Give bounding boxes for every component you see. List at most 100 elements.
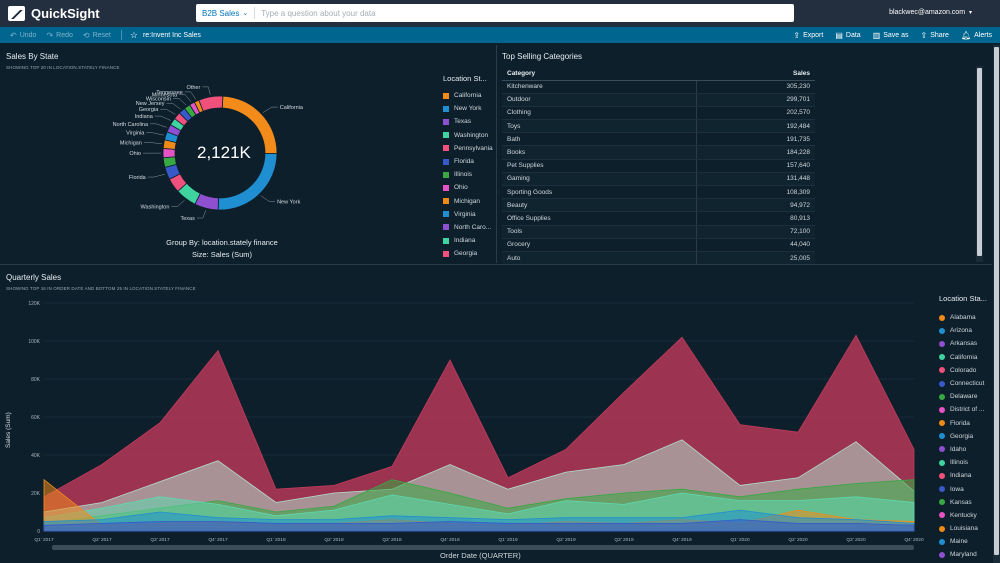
- legend-item[interactable]: Virginia: [443, 208, 493, 221]
- quarterly-sales-area-chart[interactable]: 0 20K 40K 60K 80K 100K 120K Q1' 2017 Q2' 2017 Q3'…: [0, 295, 930, 563]
- table-row[interactable]: Kitchenware 305,230: [502, 80, 815, 94]
- star-icon[interactable]: ☆: [129, 29, 138, 40]
- table-row[interactable]: Books 184,228: [502, 145, 815, 160]
- quarterly-legend-title: Location Sta...: [939, 294, 987, 303]
- sales-cell: 72,100: [696, 225, 815, 239]
- sales-by-state-donut-chart[interactable]: California New York Texas Washington Florida…: [100, 80, 440, 230]
- legend-item[interactable]: Florida: [939, 417, 984, 430]
- save-icon: ▥: [872, 30, 881, 40]
- page-scrollbar[interactable]: [993, 45, 1000, 563]
- share-icon: ⇧: [920, 30, 928, 40]
- legend-item[interactable]: Pennsylvania: [443, 142, 493, 155]
- legend-item[interactable]: Connecticut: [939, 377, 984, 390]
- legend-swatch: [939, 354, 945, 361]
- donut-slice-label: California: [280, 105, 304, 111]
- legend-item[interactable]: Florida: [443, 155, 493, 168]
- column-header-category[interactable]: Category: [502, 67, 697, 81]
- legend-item[interactable]: Georgia: [443, 247, 493, 260]
- legend-label: Iowa: [950, 485, 964, 493]
- table-row[interactable]: Bath 191,735: [502, 132, 815, 147]
- legend-item[interactable]: Ohio: [443, 181, 493, 194]
- x-axis-scrollbar[interactable]: [52, 545, 914, 550]
- legend-item[interactable]: Indiana: [443, 234, 493, 247]
- panel-divider: [496, 45, 497, 263]
- legend-item[interactable]: Texas: [443, 115, 493, 128]
- undo-button[interactable]: ↶ Undo: [10, 31, 36, 40]
- legend-label: Louisiana: [950, 525, 978, 533]
- legend-item[interactable]: District of ...: [939, 403, 984, 416]
- legend-label: Colorado: [950, 366, 977, 374]
- legend-item[interactable]: Idaho: [939, 443, 984, 456]
- legend-item[interactable]: Illinois: [939, 456, 984, 469]
- legend-item[interactable]: Georgia: [939, 430, 984, 443]
- table-row[interactable]: Pet Supplies 157,640: [502, 159, 815, 173]
- table-row[interactable]: Outdoor 299,701: [502, 93, 815, 107]
- donut-leader-line: [143, 142, 162, 144]
- legend-item[interactable]: Washington: [443, 129, 493, 142]
- undo-label: Undo: [19, 31, 37, 39]
- redo-button[interactable]: ↷ Redo: [46, 31, 72, 40]
- legend-label: California: [950, 353, 978, 361]
- legend-item[interactable]: Indiana: [939, 469, 984, 482]
- legend-item[interactable]: New York: [443, 102, 493, 115]
- save-as-label: Save as: [883, 31, 909, 39]
- legend-label: Indiana: [454, 237, 476, 245]
- legend-item[interactable]: Kentucky: [939, 509, 984, 522]
- legend-item[interactable]: Arkansas: [939, 337, 984, 350]
- table-row[interactable]: Auto 25,005: [502, 251, 815, 266]
- donut-slice-label: Virginia: [126, 131, 145, 137]
- legend-item[interactable]: Colorado: [939, 364, 984, 377]
- table-row[interactable]: Office Supplies 80,913: [502, 211, 815, 226]
- sales-cell: 299,701: [696, 93, 815, 107]
- table-row[interactable]: Gaming 131,448: [502, 172, 815, 187]
- x-tick-label: Q3' 2020: [846, 537, 866, 543]
- legend-item[interactable]: Alabama: [939, 311, 984, 324]
- question-input[interactable]: [255, 8, 794, 18]
- legend-label: Arkansas: [950, 340, 978, 348]
- legend-swatch: [443, 211, 449, 218]
- legend-item[interactable]: Iowa: [939, 482, 984, 495]
- column-header-sales[interactable]: Sales: [696, 67, 815, 81]
- data-button[interactable]: ▤ Data: [835, 31, 860, 40]
- legend-item[interactable]: Delaware: [939, 390, 984, 403]
- legend-item[interactable]: Maryland: [939, 548, 984, 561]
- share-label: Share: [930, 31, 949, 39]
- app-logo[interactable]: QuickSight: [0, 6, 190, 21]
- table-row[interactable]: Toys 192,484: [502, 119, 815, 134]
- legend-item[interactable]: Illinois: [443, 168, 493, 181]
- share-button[interactable]: ⇧ Share: [921, 31, 949, 40]
- legend-item[interactable]: Louisiana: [939, 522, 984, 535]
- table-row[interactable]: Tools 72,100: [502, 225, 815, 239]
- x-tick-label: Q1' 2020: [730, 537, 750, 543]
- topic-selector[interactable]: B2B Sales ⌄: [196, 7, 256, 19]
- area-series[interactable]: [43, 519, 915, 532]
- table-row[interactable]: Grocery 44,040: [502, 238, 815, 252]
- legend-swatch: [443, 237, 449, 244]
- table-scrollbar-thumb[interactable]: [977, 68, 982, 256]
- legend-item[interactable]: Michigan: [443, 195, 493, 208]
- save-as-button[interactable]: ▥ Save as: [873, 31, 909, 40]
- table-row[interactable]: Beauty 94,972: [502, 198, 815, 213]
- legend-item[interactable]: California: [443, 89, 493, 102]
- legend-label: Delaware: [950, 393, 978, 401]
- legend-swatch: [939, 446, 945, 453]
- donut-slice-label: Washington: [141, 205, 170, 211]
- table-row[interactable]: Clothing 202,570: [502, 106, 815, 121]
- legend-item[interactable]: California: [939, 351, 984, 364]
- table-row[interactable]: Sporting Goods 108,309: [502, 185, 815, 200]
- alerts-button[interactable]: 🔔︎ Alerts: [961, 31, 992, 40]
- user-menu[interactable]: blackwec@amazon.com ▾: [889, 9, 972, 16]
- legend-item[interactable]: Kansas: [939, 496, 984, 509]
- legend-item[interactable]: Arizona: [939, 324, 984, 337]
- table-scrollbar[interactable]: [976, 66, 983, 262]
- legend-swatch: [443, 224, 449, 231]
- legend-item[interactable]: Maine: [939, 535, 984, 548]
- donut-slice[interactable]: [198, 95, 224, 112]
- export-button[interactable]: ⇪ Export: [793, 31, 823, 40]
- reset-button[interactable]: ⟲ Reset: [83, 31, 111, 40]
- legend-item[interactable]: North Caro...: [443, 221, 493, 234]
- dashboard-title[interactable]: ☆ re:Invent Inc Sales: [130, 30, 201, 41]
- page-scrollbar-thumb[interactable]: [994, 47, 999, 555]
- donut-slice-label: Florida: [129, 175, 147, 181]
- donut-slice[interactable]: [162, 148, 176, 159]
